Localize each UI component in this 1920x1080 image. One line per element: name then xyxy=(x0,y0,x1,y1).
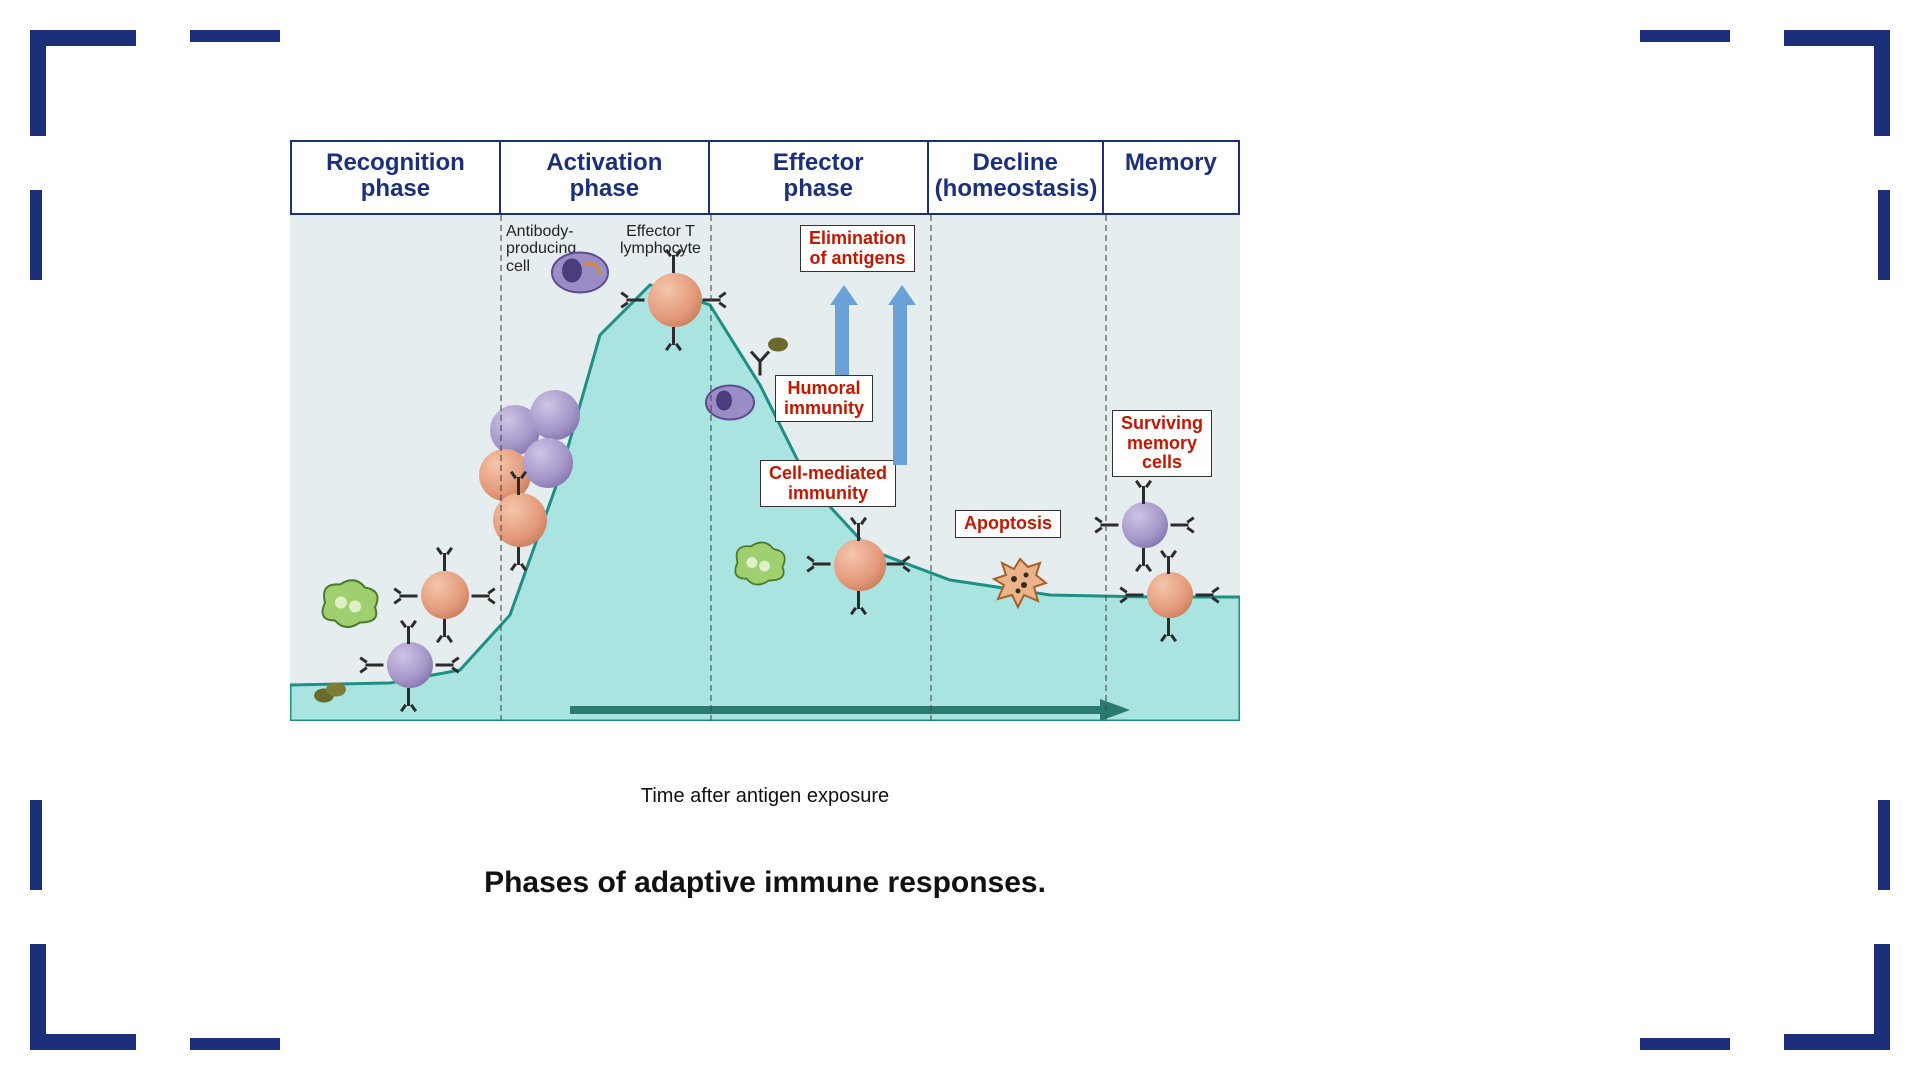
frame-mark xyxy=(190,1038,280,1050)
label-apoptosis: Apoptosis xyxy=(955,510,1061,538)
slide-frame: RecognitionphaseActivationphaseEffectorp… xyxy=(30,30,1890,1050)
frame-mark xyxy=(190,30,280,42)
arrow-cellmed-up xyxy=(888,285,912,465)
plasma-cell-icon xyxy=(550,250,610,299)
phase-column: Memory xyxy=(1104,142,1238,213)
antigen-icon xyxy=(313,679,347,710)
frame-corner-tr xyxy=(1784,30,1890,136)
phase-header: RecognitionphaseActivationphaseEffectorp… xyxy=(290,140,1240,215)
time-axis-arrow xyxy=(570,697,1130,721)
t-cell-icon xyxy=(648,273,702,327)
b-cell-icon xyxy=(530,390,580,440)
label-elimination: Eliminationof antigens xyxy=(800,225,915,273)
phase-divider xyxy=(930,215,932,721)
phase-column: Effectorphase xyxy=(710,142,929,213)
frame-mark xyxy=(1640,30,1730,42)
frame-corner-br xyxy=(1784,944,1890,1050)
frame-corner-tl xyxy=(30,30,136,136)
b-cell-icon xyxy=(523,438,573,488)
phase-divider xyxy=(710,215,712,721)
axis-label-time: Time after antigen exposure xyxy=(290,785,1240,808)
t-cell-icon xyxy=(421,571,469,619)
frame-mark xyxy=(30,190,42,280)
frame-mark xyxy=(1640,1038,1730,1050)
frame-mark xyxy=(1878,800,1890,890)
phase-column: Decline(homeostasis) xyxy=(929,142,1104,213)
frame-mark xyxy=(1878,190,1890,280)
antigen-icon xyxy=(767,335,789,358)
frame-mark xyxy=(30,800,42,890)
phase-divider xyxy=(500,215,502,721)
figure-caption: Phases of adaptive immune responses. xyxy=(290,866,1240,900)
phase-column: Activationphase xyxy=(501,142,710,213)
phase-column: Recognitionphase xyxy=(292,142,501,213)
label-effector-t: Effector Tlymphocyte xyxy=(620,223,701,258)
response-curve-plot: Antibody-producingcell Effector Tlymphoc… xyxy=(290,215,1240,721)
label-humoral: Humoralimmunity xyxy=(775,375,873,423)
label-memory-cells: Survivingmemorycells xyxy=(1112,410,1212,477)
diagram-container: RecognitionphaseActivationphaseEffectorp… xyxy=(290,140,1240,770)
apc-cell-icon xyxy=(728,535,792,594)
b-cell-icon xyxy=(1122,502,1168,548)
frame-corner-bl xyxy=(30,944,136,1050)
t-cell-icon xyxy=(1147,572,1193,618)
apc-cell-icon xyxy=(315,572,385,637)
phase-divider xyxy=(1105,215,1107,721)
label-cell-mediated: Cell-mediatedimmunity xyxy=(760,460,896,508)
arrow-humoral-up xyxy=(830,285,854,375)
t-cell-icon xyxy=(834,539,886,591)
apoptotic-cell-icon xyxy=(990,555,1050,616)
b-cell-icon xyxy=(387,642,433,688)
